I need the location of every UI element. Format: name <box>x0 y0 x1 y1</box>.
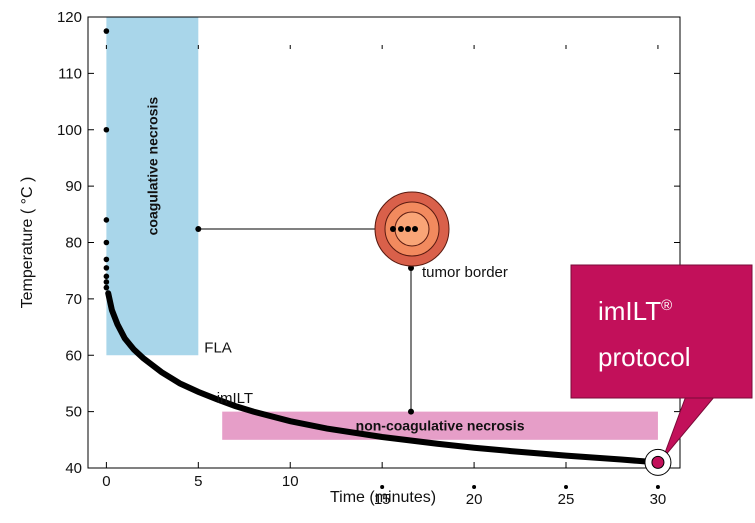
chart: coagulative necrosis non-coagulative necr… <box>0 0 755 523</box>
annotation: FLA <box>204 339 232 356</box>
x-tick-label: 25 <box>558 491 575 508</box>
point <box>104 217 110 223</box>
x-tick-dot <box>472 485 476 489</box>
y-axis-label: Temperature ( °C ) <box>19 177 36 309</box>
x-tick-dot <box>656 485 660 489</box>
point <box>104 240 110 246</box>
y-tick-label: 80 <box>65 235 82 252</box>
y-tick-label: 70 <box>65 291 82 308</box>
point <box>104 274 110 280</box>
x-tick-label: 20 <box>466 491 483 508</box>
x-tick-label: 5 <box>194 473 202 490</box>
y-tick-label: 60 <box>65 347 82 364</box>
point <box>104 279 110 285</box>
annotation: tumor border <box>422 264 508 281</box>
y-tick-label: 40 <box>65 460 82 477</box>
tumor-dot <box>390 226 396 232</box>
callout-box <box>571 265 752 398</box>
point <box>104 28 110 34</box>
point <box>104 265 110 271</box>
callout-title: imILT® <box>598 296 672 326</box>
y-tick-label: 120 <box>57 9 82 26</box>
y-tick-label: 50 <box>65 404 82 421</box>
x-tick-label: 0 <box>102 473 110 490</box>
callout-name: imILT <box>598 296 661 326</box>
tumor-dot <box>412 226 418 232</box>
callout-pointer <box>663 396 715 458</box>
callout-line2: protocol <box>598 342 691 372</box>
x-tick-label: 10 <box>282 473 299 490</box>
y-tick-label: 100 <box>57 122 82 139</box>
callout-sup: ® <box>661 297 672 314</box>
x-axis-label: Time (minutes) <box>330 489 436 506</box>
point <box>104 257 110 263</box>
connector-dot <box>195 226 201 232</box>
point <box>104 127 110 133</box>
callout-dot <box>652 456 664 468</box>
region-label: coagulative necrosis <box>144 97 160 236</box>
x-tick-label: 30 <box>650 491 667 508</box>
point <box>104 285 110 291</box>
y-tick-label: 90 <box>65 178 82 195</box>
tumor-dot <box>405 226 411 232</box>
x-tick-dot <box>564 485 568 489</box>
connector-dot <box>408 409 414 415</box>
region-label: non-coagulative necrosis <box>356 418 525 434</box>
tumor-dot <box>398 226 404 232</box>
annotation: imILT <box>217 390 253 407</box>
y-tick-label: 110 <box>58 65 82 82</box>
